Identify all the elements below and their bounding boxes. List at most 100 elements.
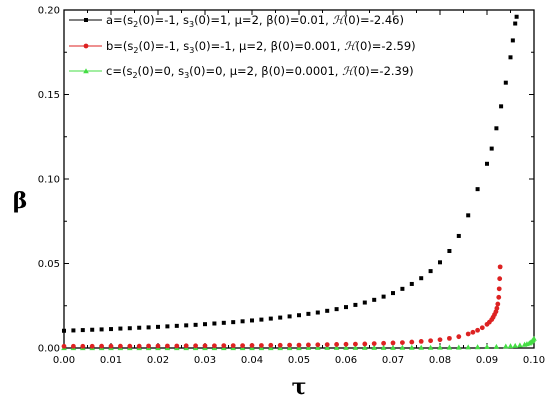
- point-c: [517, 342, 523, 348]
- point-a: [508, 55, 513, 60]
- point-a: [362, 300, 367, 305]
- y-tick-label: 0.20: [38, 6, 60, 17]
- legend-text-part: (0)=0, s: [138, 64, 185, 78]
- point-a: [325, 308, 330, 313]
- point-b: [277, 342, 283, 348]
- point-a: [80, 328, 85, 333]
- legend-label-a: a=(s2(0)=-1, s3(0)=1, μ=2, β(0)=0.01, ℋ(…: [106, 13, 404, 29]
- point-c: [362, 344, 368, 350]
- point-a: [344, 305, 348, 310]
- point-b: [99, 343, 104, 349]
- plot-frame: [63, 9, 535, 349]
- point-a: [221, 320, 226, 325]
- point-b: [497, 276, 503, 282]
- point-a: [137, 325, 142, 330]
- point-a: [146, 325, 151, 330]
- point-c: [456, 344, 462, 350]
- point-b: [221, 343, 227, 349]
- point-c: [333, 344, 340, 350]
- legend-hamiltonian-symbol: ℋ: [342, 64, 355, 78]
- point-a: [419, 276, 424, 281]
- point-c: [352, 344, 359, 350]
- legend-text-part: (0)=1, μ=2, β(0)=0.01,: [194, 13, 332, 27]
- point-a: [475, 187, 480, 192]
- legend: a=(s2(0)=-1, s3(0)=1, μ=2, β(0)=0.01, ℋ(…: [69, 13, 416, 80]
- point-c: [437, 344, 443, 350]
- legend-subscript: 3: [189, 20, 194, 29]
- point-a: [90, 327, 95, 332]
- point-a: [447, 248, 452, 253]
- point-c: [465, 344, 471, 350]
- point-b: [287, 342, 292, 348]
- point-a: [503, 80, 508, 85]
- point-a: [268, 316, 273, 321]
- point-c: [315, 344, 321, 350]
- point-a: [203, 322, 207, 327]
- point-a: [109, 327, 113, 332]
- point-a: [456, 233, 461, 238]
- point-a: [240, 319, 245, 324]
- series-a: [62, 14, 519, 333]
- legend-text-part: (0)=-2.46): [344, 13, 404, 27]
- x-tick-label: 0.04: [241, 355, 263, 366]
- series-b: [61, 264, 503, 349]
- point-c: [512, 342, 518, 348]
- point-b: [71, 343, 76, 349]
- point-b: [456, 334, 462, 340]
- legend-hamiltonian-symbol: ℋ: [332, 13, 345, 27]
- point-a: [259, 317, 264, 322]
- legend-marker-b: [83, 43, 89, 49]
- y-axis-title: β: [13, 188, 28, 214]
- point-a: [174, 323, 179, 328]
- point-c: [493, 343, 500, 349]
- point-c: [474, 344, 481, 350]
- point-a: [494, 126, 499, 131]
- y-tick-label: 0.10: [38, 175, 60, 186]
- point-b: [259, 343, 264, 348]
- point-c: [305, 344, 312, 350]
- point-b: [212, 343, 217, 349]
- legend-text-part: c=(s: [106, 64, 132, 78]
- point-a: [489, 146, 494, 151]
- point-b: [362, 341, 368, 347]
- point-b: [400, 340, 405, 345]
- point-c: [507, 343, 514, 349]
- point-a: [165, 324, 170, 329]
- point-b: [146, 343, 152, 349]
- point-b: [496, 286, 502, 292]
- point-b: [324, 342, 330, 348]
- point-c: [324, 344, 330, 350]
- point-b: [465, 331, 471, 337]
- point-b: [127, 343, 133, 349]
- point-a: [353, 302, 358, 307]
- point-b: [240, 343, 246, 349]
- x-tick-label: 0.03: [194, 355, 216, 366]
- point-c: [531, 335, 537, 341]
- x-tick-label: 0.06: [335, 355, 357, 366]
- point-b: [202, 343, 208, 349]
- x-tick-label: 0.08: [429, 355, 451, 366]
- point-a: [334, 307, 339, 312]
- point-a: [297, 313, 301, 318]
- legend-subscript: 3: [189, 46, 194, 55]
- point-b: [470, 329, 476, 335]
- legend-subscript: 2: [133, 46, 138, 55]
- point-b: [334, 342, 339, 347]
- legend-subscript: 2: [133, 20, 138, 29]
- point-b: [193, 343, 199, 349]
- point-a: [118, 326, 123, 331]
- point-c: [296, 345, 302, 351]
- point-b: [475, 327, 480, 333]
- point-a: [278, 315, 283, 320]
- point-c: [446, 344, 453, 350]
- point-a: [99, 327, 104, 332]
- point-c: [390, 344, 396, 350]
- legend-label-b: b=(s2(0)=-1, s3(0)=-1, μ=2, β(0)=0.001, …: [106, 39, 416, 55]
- point-b: [230, 343, 236, 349]
- point-c: [399, 344, 406, 350]
- point-b: [268, 342, 274, 348]
- legend-label-c: c=(s2(0)=0, s3(0)=0, μ=2, β(0)=0.0001, ℋ…: [106, 64, 414, 80]
- point-c: [286, 345, 293, 351]
- point-b: [437, 337, 443, 343]
- legend-text-part: (0)=-2.39): [354, 64, 414, 78]
